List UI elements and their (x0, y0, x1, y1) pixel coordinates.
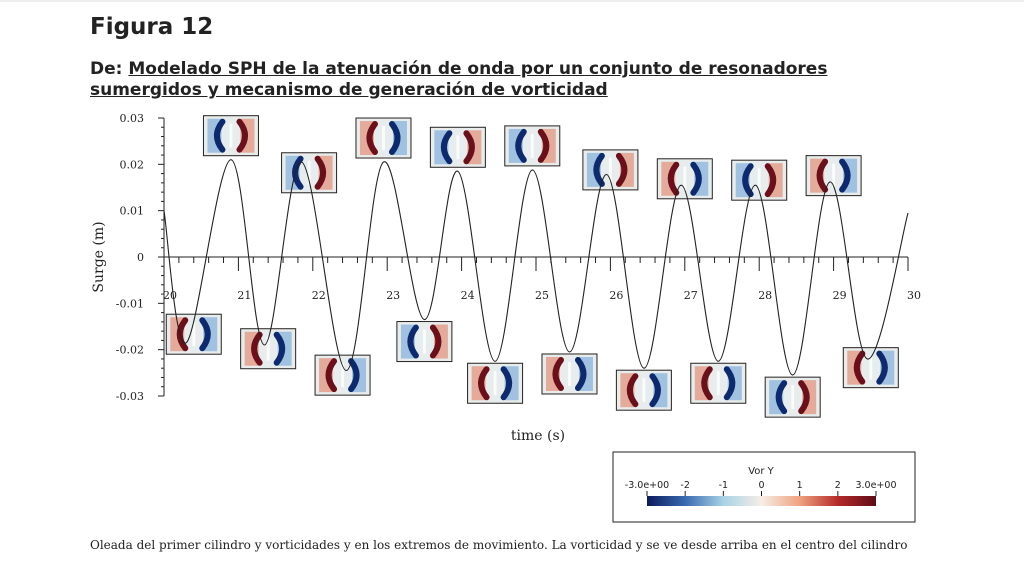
snapshot-right-vortex (876, 350, 888, 385)
vorticity-snapshot (396, 321, 453, 363)
page-title: Figura 12 (90, 14, 214, 40)
colorbar-tick-label: -1 (719, 480, 728, 491)
snapshot-right-vortex (348, 358, 360, 393)
x-tick-label: 30 (907, 289, 921, 302)
vorticity-snapshot (202, 115, 259, 157)
vorticity-snapshot (764, 376, 821, 418)
vorticity-snapshot (690, 362, 747, 404)
colorbar-legend: Vor Y -3.0e+00 -2 -1 0 1 2 3.0e+00 (612, 451, 916, 523)
snapshot-left-vortex (593, 152, 605, 187)
colorbar-frame (612, 451, 916, 523)
snapshot-right-vortex (314, 155, 327, 190)
snapshot-left-vortex (742, 163, 754, 198)
figure-caption: Oleada del primer cilindro y vorticidade… (90, 538, 908, 552)
snapshot-right-vortex (429, 324, 442, 359)
source-prefix: De: (90, 59, 129, 79)
snapshot-right-vortex (615, 152, 628, 187)
snapshot-right-vortex (537, 128, 550, 163)
colorbar-tick-label: -3.0e+00 (625, 480, 669, 491)
snapshot-right-vortex (199, 317, 211, 352)
vorticity-snapshot (656, 158, 713, 200)
vorticity-snapshot (429, 126, 486, 168)
colorbar-tick-label: 0 (758, 480, 764, 491)
snapshot-left-vortex (816, 158, 829, 193)
vorticity-snapshot (314, 354, 371, 396)
surge-series-line (163, 159, 909, 376)
y-tick-label: -0.01 (116, 297, 144, 310)
snapshot-right-vortex (500, 366, 513, 401)
vorticity-snapshot (805, 155, 862, 197)
x-tick-label: 23 (386, 289, 400, 302)
colorbar-gradient (647, 496, 876, 506)
vorticity-snapshot (731, 159, 788, 201)
y-axis-label: Surge (m) (91, 221, 107, 292)
snapshot-right-vortex (723, 366, 736, 401)
snapshot-left-vortex (701, 366, 713, 401)
snapshot-right-vortex (649, 373, 661, 408)
chart-axes: 0.03 0.02 0.01 0 -0.01 -0.02 -0.03 20 21 22 23 24 25… (116, 112, 921, 403)
snapshot-right-vortex (839, 158, 851, 193)
x-tick-label: 22 (312, 289, 326, 302)
vorticity-snapshot (541, 353, 598, 395)
x-axis-label: time (s) (511, 428, 565, 444)
colorbar-tick-label: 1 (797, 480, 803, 491)
snapshot-left-vortex (325, 358, 338, 393)
y-tick-label: 0.02 (120, 158, 145, 171)
colorbar-tick-label: 2 (835, 480, 841, 491)
y-tick-label: 0 (137, 251, 144, 264)
y-tick-label: 0.03 (120, 112, 145, 125)
snapshot-right-vortex (388, 121, 401, 156)
colorbar-title: Vor Y (748, 466, 774, 477)
snapshot-left-vortex (407, 324, 419, 359)
snapshot-left-vortex (251, 331, 263, 366)
snapshot-right-vortex (798, 380, 810, 415)
vorticity-snapshot (582, 149, 639, 191)
colorbar-tick-label: 3.0e+00 (855, 480, 896, 491)
y-tick-label: -0.02 (116, 344, 144, 357)
vorticity-snapshot (842, 347, 899, 389)
snapshot-left-vortex (626, 373, 639, 408)
snapshot-left-vortex (667, 161, 680, 196)
source-article-link[interactable]: Modelado SPH de la atenuación de onda po… (90, 59, 828, 100)
snapshot-right-vortex (690, 161, 702, 196)
x-tick-label: 24 (461, 289, 475, 302)
snapshot-right-vortex (463, 130, 475, 165)
snapshot-left-vortex (853, 350, 866, 385)
y-tick-label: 0.01 (120, 205, 145, 218)
vorticity-snapshot (240, 328, 297, 370)
snapshot-right-vortex (273, 331, 286, 366)
x-tick-label: 28 (758, 289, 772, 302)
y-tick-label: -0.03 (116, 390, 144, 403)
snapshot-left-vortex (440, 130, 453, 165)
source-line: De: Modelado SPH de la atenuación de ond… (90, 59, 920, 101)
snapshot-left-vortex (552, 356, 564, 391)
x-tick-label: 21 (237, 289, 251, 302)
x-tick-label: 26 (609, 289, 623, 302)
vorticity-snapshot (467, 362, 524, 404)
top-rule (0, 0, 1024, 2)
vorticity-snapshots (165, 115, 899, 418)
colorbar-tick-label: -2 (680, 480, 689, 491)
x-tick-label: 25 (535, 289, 549, 302)
vorticity-snapshot (504, 125, 561, 167)
x-tick-label: 20 (163, 289, 177, 302)
snapshot-left-vortex (213, 118, 226, 153)
snapshot-left-vortex (478, 366, 490, 401)
snapshot-left-vortex (366, 121, 378, 156)
snapshot-right-vortex (574, 356, 587, 391)
snapshot-left-vortex (515, 128, 527, 163)
vorticity-snapshot (355, 117, 412, 159)
snapshot-right-vortex (764, 163, 777, 198)
snapshot-left-vortex (775, 380, 788, 415)
x-tick-label: 29 (833, 289, 847, 302)
x-tick-label: 27 (684, 289, 698, 302)
vorticity-snapshot (615, 369, 672, 411)
vorticity-snapshot (281, 152, 338, 194)
snapshot-right-vortex (236, 118, 248, 153)
